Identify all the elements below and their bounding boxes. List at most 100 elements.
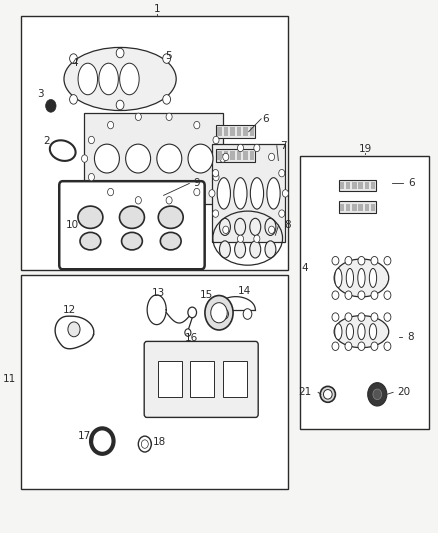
Ellipse shape (335, 324, 342, 340)
Ellipse shape (95, 144, 120, 173)
Circle shape (332, 291, 339, 300)
Ellipse shape (358, 324, 365, 340)
Circle shape (223, 226, 229, 233)
Bar (224, 151, 228, 160)
Ellipse shape (346, 269, 353, 287)
Circle shape (81, 155, 88, 162)
Ellipse shape (267, 177, 280, 209)
Ellipse shape (211, 303, 227, 323)
Circle shape (384, 256, 391, 265)
Ellipse shape (78, 63, 98, 95)
Text: 4: 4 (302, 263, 308, 273)
Ellipse shape (126, 144, 151, 173)
Circle shape (116, 48, 124, 58)
Bar (339, 201, 376, 213)
Circle shape (46, 100, 56, 112)
Text: 9: 9 (193, 179, 200, 189)
Circle shape (254, 235, 260, 243)
Ellipse shape (217, 177, 230, 209)
Bar (371, 204, 375, 211)
Circle shape (345, 256, 352, 265)
Ellipse shape (219, 219, 230, 236)
Bar (216, 149, 255, 162)
Bar (230, 151, 235, 160)
Bar (358, 204, 363, 211)
Circle shape (345, 313, 352, 321)
Polygon shape (212, 144, 286, 243)
Ellipse shape (64, 47, 176, 110)
Text: 16: 16 (185, 333, 198, 343)
Bar (358, 182, 363, 189)
Text: 7: 7 (280, 141, 286, 151)
Ellipse shape (235, 241, 246, 258)
Bar (371, 182, 375, 189)
Circle shape (332, 313, 339, 321)
FancyBboxPatch shape (59, 181, 205, 269)
Circle shape (185, 329, 191, 336)
Circle shape (213, 136, 219, 144)
Ellipse shape (320, 386, 336, 402)
Text: 1: 1 (153, 4, 160, 14)
Circle shape (279, 169, 285, 177)
Text: 4: 4 (71, 58, 78, 68)
Circle shape (358, 256, 365, 265)
Bar (217, 127, 222, 136)
Circle shape (371, 313, 378, 321)
Bar (230, 127, 235, 136)
Text: 18: 18 (153, 437, 166, 447)
Text: 19: 19 (359, 143, 372, 154)
Bar (243, 127, 248, 136)
Ellipse shape (120, 206, 145, 229)
Text: 5: 5 (165, 51, 172, 61)
Ellipse shape (50, 140, 76, 161)
Circle shape (70, 95, 78, 104)
Circle shape (220, 155, 226, 162)
Ellipse shape (369, 324, 377, 340)
Bar (346, 182, 350, 189)
Ellipse shape (334, 259, 389, 297)
Ellipse shape (369, 269, 377, 287)
Circle shape (358, 342, 365, 351)
Bar (21, 275, 288, 489)
Circle shape (212, 169, 219, 177)
Circle shape (371, 256, 378, 265)
Circle shape (384, 313, 391, 321)
Ellipse shape (234, 177, 247, 209)
Circle shape (70, 54, 78, 63)
Circle shape (384, 342, 391, 351)
Circle shape (213, 173, 219, 181)
Bar (250, 151, 254, 160)
Circle shape (68, 322, 80, 337)
Circle shape (194, 188, 200, 196)
Text: 17: 17 (78, 431, 91, 441)
Ellipse shape (358, 269, 365, 287)
Circle shape (220, 309, 229, 319)
Circle shape (358, 291, 365, 300)
Circle shape (254, 144, 260, 152)
Circle shape (243, 309, 252, 319)
Text: 6: 6 (262, 114, 269, 124)
Ellipse shape (335, 269, 342, 287)
Bar (243, 151, 248, 160)
Circle shape (209, 190, 215, 197)
Circle shape (188, 307, 197, 318)
Bar (224, 127, 228, 136)
Circle shape (237, 235, 244, 243)
Circle shape (163, 95, 170, 104)
Text: 14: 14 (238, 286, 251, 296)
Text: 10: 10 (66, 220, 79, 230)
Text: 11: 11 (3, 374, 16, 384)
Ellipse shape (120, 63, 139, 95)
Circle shape (279, 210, 285, 217)
Circle shape (88, 136, 95, 144)
Bar (191, 361, 214, 397)
Circle shape (141, 440, 148, 448)
Bar (352, 204, 357, 211)
Bar (21, 17, 288, 270)
Ellipse shape (188, 144, 213, 173)
Text: 21: 21 (298, 387, 312, 397)
Polygon shape (85, 114, 223, 204)
Text: 8: 8 (284, 220, 290, 230)
Ellipse shape (157, 144, 182, 173)
Ellipse shape (265, 241, 276, 258)
